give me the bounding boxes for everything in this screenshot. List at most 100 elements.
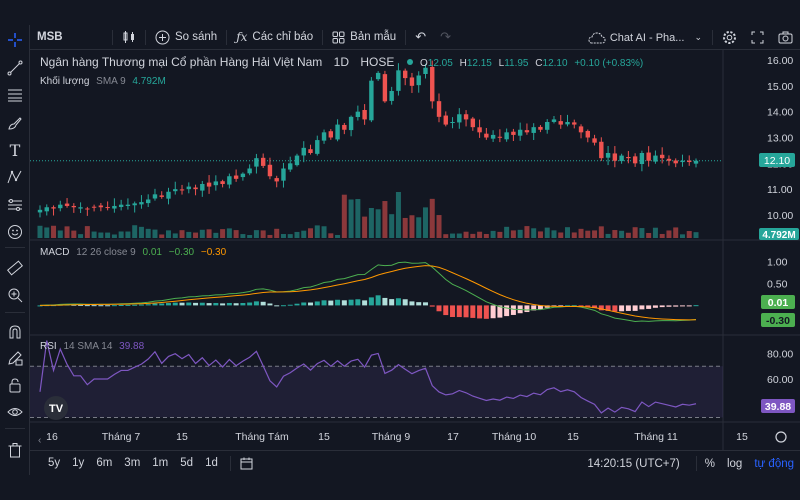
crosshair-tool[interactable] (5, 30, 25, 50)
high-label: H (460, 58, 467, 69)
trend-line-tool[interactable] (5, 58, 25, 78)
macd-hist-bar (368, 297, 374, 306)
timeframe-3m[interactable]: 3m (124, 457, 141, 469)
percent-toggle[interactable]: % (704, 457, 715, 470)
volume-bar (314, 225, 320, 238)
volume-bar (666, 230, 672, 238)
candle-body (227, 176, 232, 185)
volume-bar (686, 231, 692, 238)
zoom-tool[interactable] (5, 285, 25, 305)
divider (112, 29, 113, 45)
timeframe-5y[interactable]: 5y (48, 457, 61, 469)
macd-params: 12 26 close 9 (76, 247, 136, 258)
chart-type-button[interactable] (115, 25, 143, 50)
text-tool[interactable]: T (5, 140, 25, 160)
macd-hist-bar (456, 305, 462, 318)
volume-bar (389, 214, 395, 238)
forecast-tool[interactable] (5, 195, 25, 215)
log-toggle[interactable]: log (726, 457, 743, 470)
chevron-down-icon: ⌄ (694, 32, 702, 42)
emoji-tool[interactable] (5, 222, 25, 242)
divider (145, 29, 146, 45)
magnet-icon (9, 325, 21, 339)
timeframe-1y[interactable]: 1y (72, 457, 85, 469)
fullscreen-icon (751, 31, 764, 44)
macd-hist-bar (362, 300, 368, 306)
timeframe-1d[interactable]: 1d (205, 457, 218, 469)
pattern-tool[interactable] (5, 167, 25, 187)
volume-bar (477, 231, 483, 238)
market-status-dot (407, 59, 413, 65)
divider (712, 30, 713, 45)
macd-hist-bar (253, 301, 259, 306)
candle-body (612, 153, 618, 161)
axis-settings-button[interactable] (775, 431, 787, 443)
macd-axis[interactable]: 1.00 0.50 (767, 256, 788, 290)
templates-button[interactable]: Bản mẫu (325, 25, 403, 50)
symbol-search[interactable]: MSB (30, 25, 110, 50)
macd-hist-bar (625, 305, 631, 311)
timeframe-1m[interactable]: 1m (152, 457, 169, 469)
volume-bar (531, 228, 537, 238)
macd-hist-bar (247, 302, 253, 306)
magnet-tool[interactable] (5, 322, 25, 342)
candle-body (382, 74, 388, 102)
timeframe-6m[interactable]: 6m (96, 457, 113, 469)
lock-tool[interactable] (5, 375, 25, 395)
volume-bar (524, 226, 530, 238)
low-label: L (499, 58, 505, 69)
macd-hist-bar (172, 302, 178, 306)
candle-body (572, 122, 577, 125)
macd-hist-bar (504, 305, 510, 317)
delete-tool[interactable] (5, 440, 25, 460)
candle-body (159, 195, 164, 197)
volume-bar (125, 231, 131, 238)
volume-bar (240, 234, 246, 238)
ruler-tool[interactable] (5, 258, 25, 278)
chat-ai-button[interactable]: Chat AI - Pha... ⌄ (580, 28, 710, 48)
candle-body (639, 153, 645, 165)
time-axis[interactable]: 16 Tháng 7 15 Tháng Tám 15 Tháng 9 17 Tháng 10 1… (46, 431, 748, 443)
macd-hist-bar (510, 305, 516, 315)
timeframe-5d[interactable]: 5d (180, 457, 194, 469)
date-range-button[interactable] (233, 451, 260, 476)
visibility-tool[interactable] (5, 402, 25, 422)
horizontal-lines-tool[interactable] (5, 85, 25, 105)
settings-button[interactable] (715, 25, 744, 50)
indicators-button[interactable]: ƒx Các chỉ báo (229, 25, 320, 50)
volume-bar (673, 227, 679, 238)
snapshot-button[interactable] (771, 25, 800, 50)
volume-bar (362, 216, 368, 238)
candle-body (348, 116, 354, 131)
macd-hist-bar (132, 304, 138, 306)
brush-tool[interactable] (5, 113, 25, 133)
macd-hist-bar (612, 305, 618, 312)
candle-body (497, 136, 503, 138)
volume-bar (71, 230, 77, 238)
auto-toggle[interactable]: tự động (754, 457, 794, 470)
macd-hist-bar (159, 303, 165, 306)
divider (5, 312, 25, 313)
zoom-in-icon (8, 288, 23, 303)
fullscreen-button[interactable] (744, 25, 771, 50)
open-value: 12.05 (428, 58, 453, 69)
volume-bar (226, 228, 232, 238)
candle-body (504, 132, 509, 140)
tradingview-logo[interactable]: TV (44, 396, 68, 420)
macd-hist-bar (571, 305, 577, 307)
macd-legend: MACD 12 26 close 9 0.01 −0.30 −0.30 (40, 247, 227, 258)
compare-button[interactable]: So sánh (148, 25, 224, 50)
candle-body (355, 111, 361, 118)
macd-hist-bar (98, 305, 104, 307)
lock-draw-tool[interactable] (5, 348, 25, 368)
clock-time[interactable]: 14:20:15 (UTC+7) (587, 457, 680, 470)
redo-button[interactable]: ↷ (433, 25, 458, 50)
bottom-right: 14:20:15 (UTC+7) % log tự động (581, 451, 800, 476)
volume-bar (510, 230, 516, 238)
undo-button[interactable]: ↶ (408, 25, 433, 50)
macd-hist-bar (118, 304, 124, 306)
scroll-left-icon[interactable]: ‹ (38, 435, 41, 446)
time-tick: Tháng Tám (235, 431, 289, 443)
